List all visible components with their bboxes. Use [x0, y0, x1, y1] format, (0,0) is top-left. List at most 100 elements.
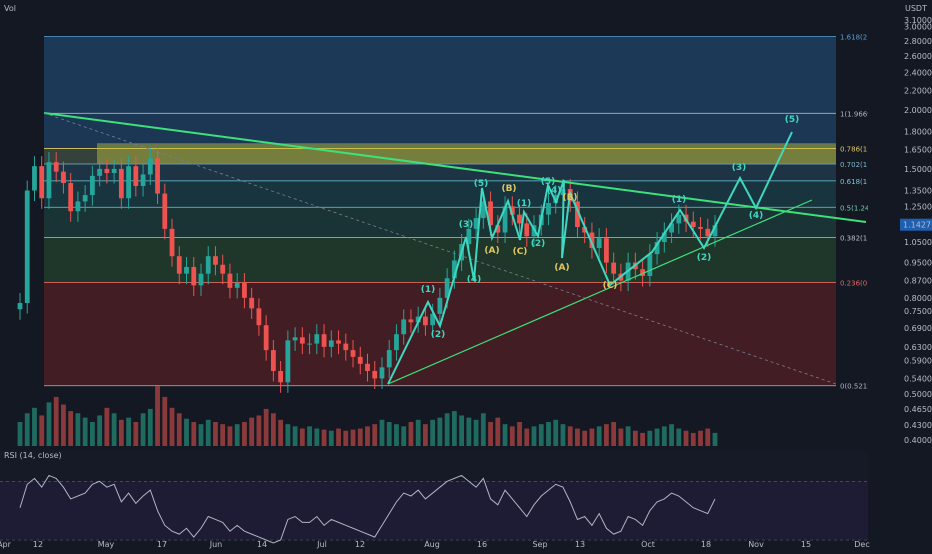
candle-body [502, 206, 508, 233]
volume-bar [705, 428, 711, 446]
volume-bar [242, 422, 247, 446]
candle-body [596, 238, 602, 248]
wave-path-1 [387, 179, 565, 385]
candle-body [133, 166, 139, 186]
candle-body [640, 269, 646, 276]
candle-body [126, 166, 131, 199]
fib-zone [44, 164, 836, 181]
candle-body [162, 193, 168, 229]
volume-bar [256, 415, 262, 446]
volume-bar [379, 419, 385, 446]
candle-body [466, 228, 472, 245]
fib-label: 0.618(1.4147) [840, 178, 890, 186]
candle-body [365, 363, 370, 371]
volume-bar [307, 426, 312, 446]
volume-bar [415, 419, 421, 446]
candle-body [451, 260, 457, 279]
fib-label: 0.236(0.8624) [840, 279, 890, 287]
price-tick: 0.4650 [904, 405, 932, 414]
volume-bar [263, 408, 269, 446]
fib-label: 0.702(1.5361) [840, 161, 890, 169]
price-tick: 3.1000 [904, 16, 932, 25]
fib-label: 0.382(1.0735) [840, 235, 890, 243]
volume-bar [531, 426, 537, 446]
candle-body [524, 223, 530, 237]
candle-body [647, 254, 653, 276]
fib-label: 0.786(1.6575) [840, 145, 890, 153]
candle-body [372, 370, 378, 379]
volume-bar [75, 413, 81, 446]
volume-bar [17, 422, 23, 446]
volume-bars [17, 386, 718, 446]
time-tick: 14 [257, 540, 267, 549]
volume-bar [205, 419, 211, 446]
volume-bar [321, 429, 327, 446]
time-tick: 16 [477, 540, 487, 549]
volume-bar [394, 424, 399, 446]
volume-bar [68, 411, 74, 446]
time-tick: Dec [854, 540, 869, 549]
volume-bar [220, 424, 226, 446]
candle-body [357, 356, 363, 364]
volume-bar [553, 419, 559, 446]
candle-body [328, 340, 334, 347]
price-tick: 3.0000 [904, 23, 932, 32]
fib-zone [44, 148, 836, 165]
volume-bar [198, 424, 204, 446]
fib-label: 1.618(2.8604) [840, 33, 890, 41]
time-tick: May [98, 540, 115, 549]
wave-label: (B) [501, 184, 516, 194]
time-axis: Apr 12 May 17 Jun 14 Jul 12 Aug 16 Sep 13 Oct 18 Nov 15… [0, 540, 870, 549]
candle-body [690, 221, 696, 227]
price-tick: 1.0500 [904, 238, 932, 247]
fib-label: 1(1.9669) [840, 110, 875, 118]
axis-bg [868, 0, 932, 550]
candle-body [307, 343, 312, 345]
volume-bar [560, 424, 566, 446]
volume-bar [133, 422, 139, 446]
descending-trendline [43, 112, 867, 223]
volume-bar [140, 413, 146, 446]
fib-zone [44, 36, 836, 114]
fib-zone [44, 207, 836, 238]
volume-bar [524, 428, 530, 446]
volume-bar [82, 417, 88, 446]
candle-body [68, 183, 74, 212]
wave-label: (2) [431, 330, 446, 340]
candle-body [263, 325, 269, 351]
volume-bar [292, 426, 298, 446]
candle-body [480, 201, 486, 219]
candle-body [53, 162, 59, 172]
wave-label: (A) [484, 246, 499, 256]
volume-bar [444, 413, 450, 446]
candle-body [386, 350, 392, 368]
candle-body [430, 313, 436, 326]
volume-bar [365, 426, 370, 446]
volume-bar [466, 417, 472, 446]
time-tick: Aug [424, 540, 440, 549]
volume-bar [480, 413, 486, 446]
volume-bar [618, 428, 624, 446]
volume-bar [249, 417, 255, 446]
candle-body [198, 273, 204, 286]
price-tick: 0.4300 [904, 421, 932, 430]
candle-body [104, 168, 110, 174]
volume-bar [538, 424, 544, 446]
volume-bar [517, 422, 522, 446]
time-tick: Apr [0, 540, 12, 549]
price-tick: 0.6900 [904, 324, 932, 333]
volume-bar [89, 422, 95, 446]
volume-bar [654, 428, 660, 446]
rsi-band [0, 481, 868, 540]
wave-label: (1) [672, 195, 687, 205]
candle-body [314, 334, 320, 344]
candle-body [669, 223, 674, 233]
volume-bar [488, 422, 493, 446]
candle-body [473, 218, 479, 229]
candle-body [213, 256, 218, 265]
fibonacci-levels: 1.618(2.8604) 1(1.9669) 0.786(1.6575) 0.702… [44, 33, 890, 391]
time-tick: 17 [157, 540, 167, 549]
volume-bar [39, 415, 45, 446]
